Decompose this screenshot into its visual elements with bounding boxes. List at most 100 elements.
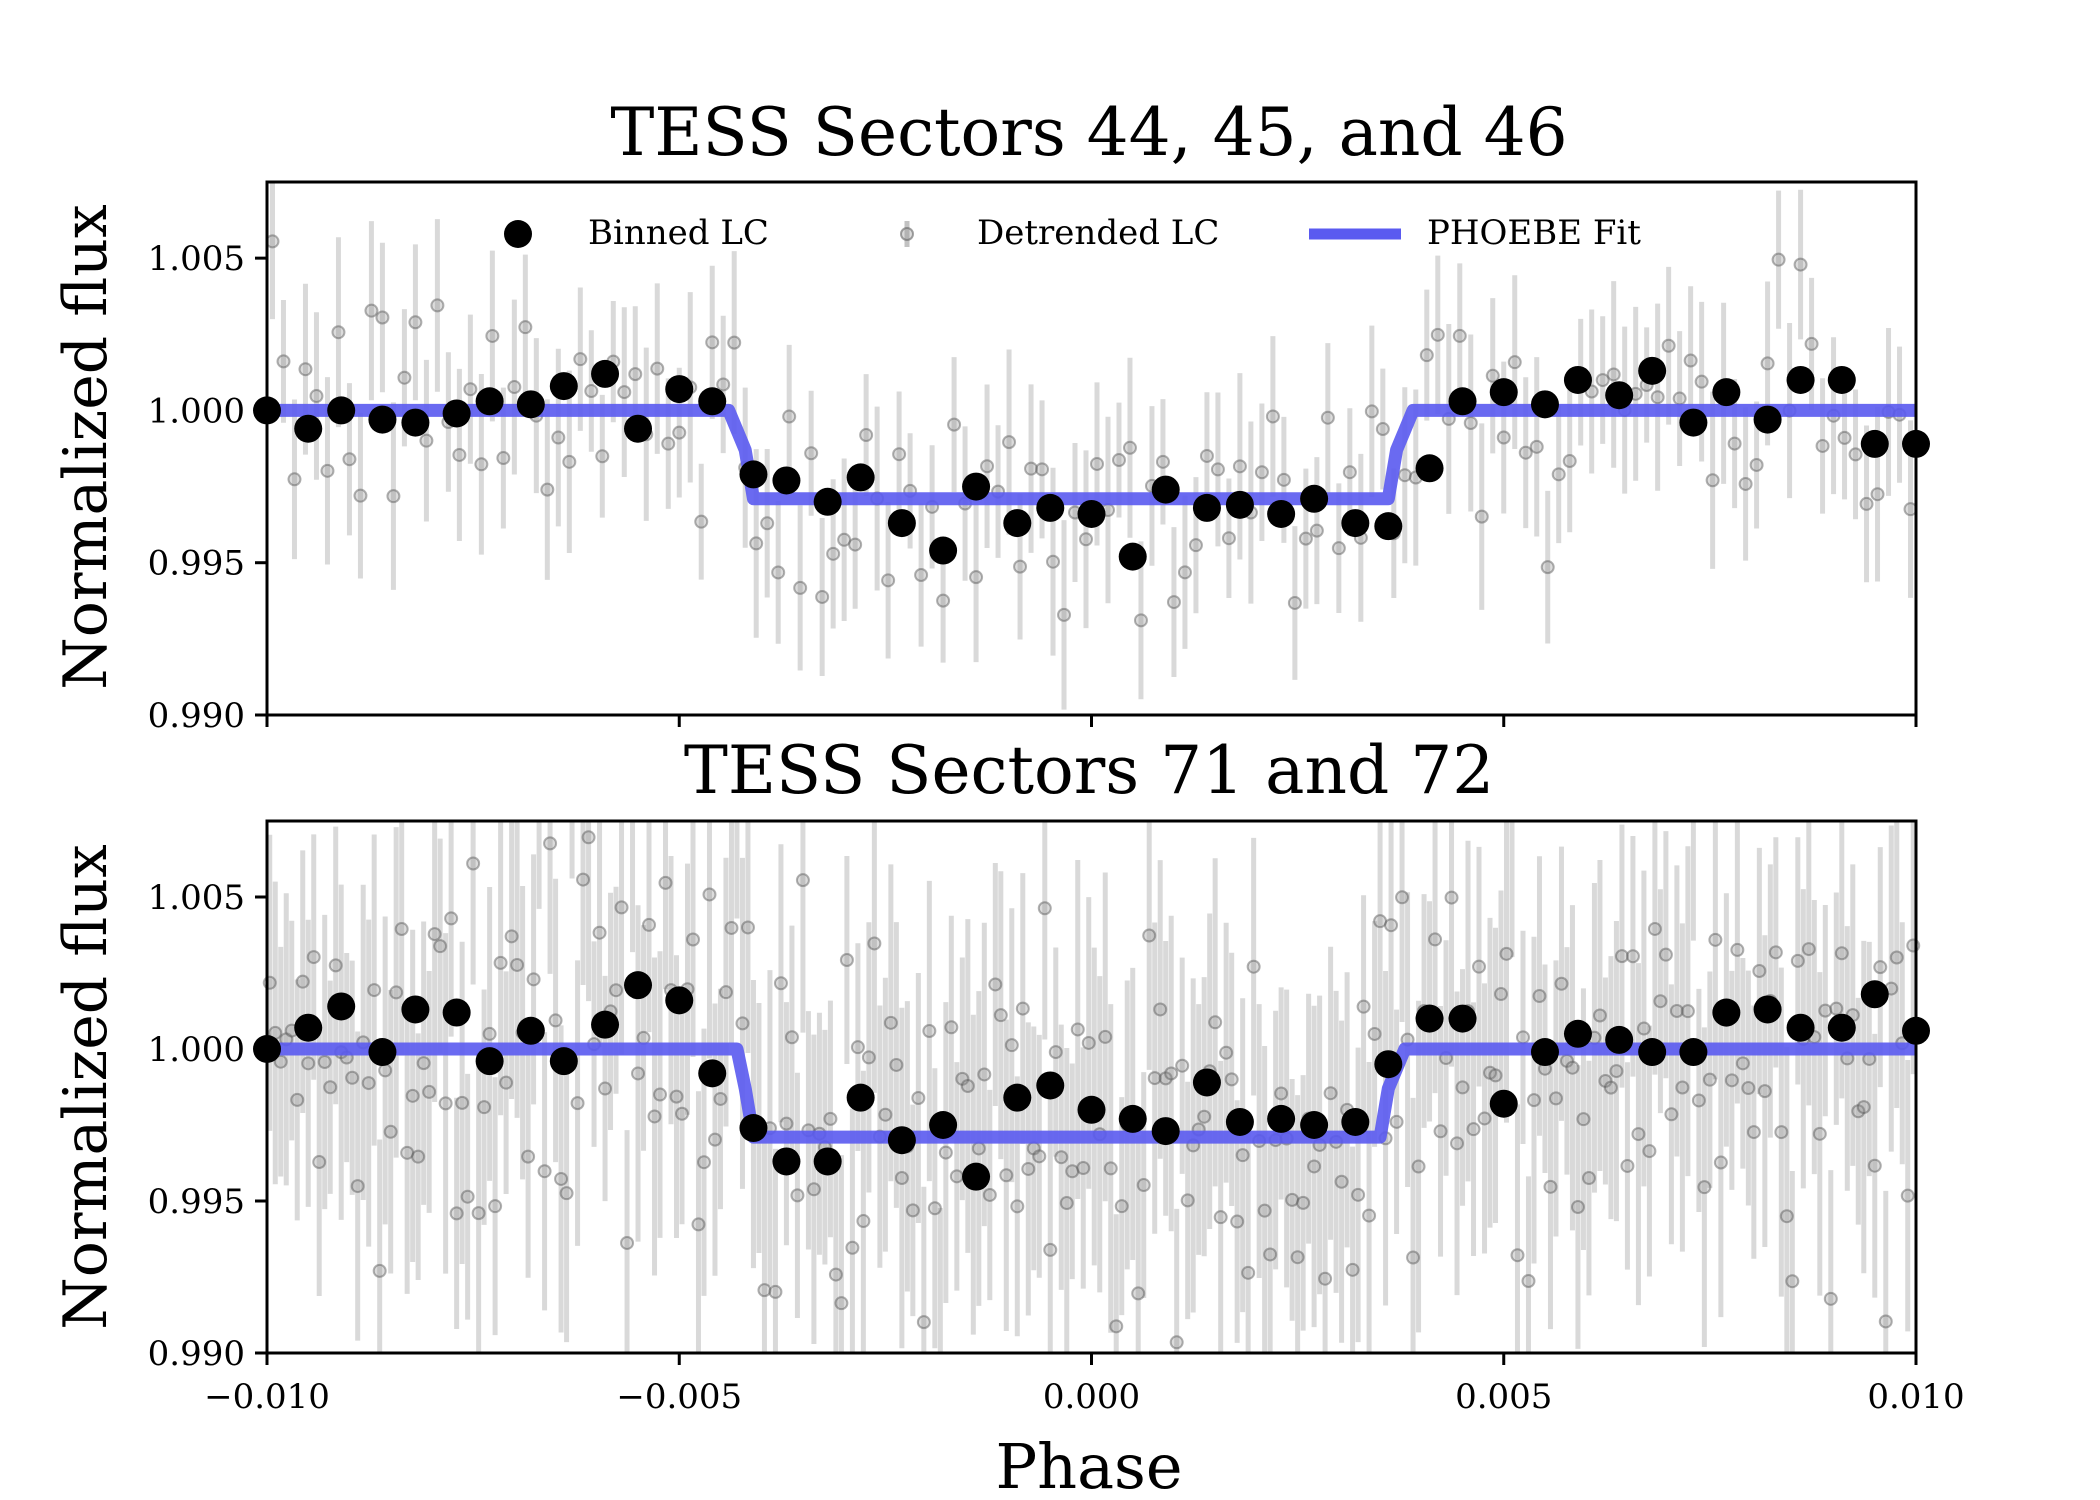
detrended-point	[1680, 1004, 1695, 1019]
detrended-point	[1650, 390, 1665, 405]
detrended-point	[1257, 1203, 1272, 1218]
detrended-point	[1779, 1209, 1794, 1224]
binned-point	[1605, 1025, 1634, 1054]
detrended-point	[463, 382, 478, 397]
detrended-point	[1592, 1008, 1607, 1023]
detrended-point	[749, 536, 764, 551]
detrended-point	[477, 1100, 492, 1115]
detrended-point	[1356, 999, 1371, 1014]
binned-point	[549, 372, 578, 401]
detrended-point	[1043, 1242, 1058, 1257]
binned-point	[549, 1047, 578, 1076]
binned-point	[1786, 1013, 1815, 1042]
detrended-point	[614, 900, 629, 915]
detrended-point	[1213, 1210, 1228, 1225]
detrended-point	[1529, 439, 1544, 454]
detrended-point	[474, 457, 489, 472]
binned-point	[739, 1114, 768, 1143]
bottom-panel-ylabel: Normalized flux	[51, 844, 121, 1330]
detrended-point	[1771, 252, 1786, 267]
detrended-point	[350, 1179, 365, 1194]
detrended-point	[1620, 1158, 1635, 1173]
detrended-point	[1661, 338, 1676, 353]
detrended-point	[1351, 1187, 1366, 1202]
detrended-point	[1004, 1038, 1019, 1053]
detrended-point	[691, 1217, 706, 1232]
binned-point	[1448, 387, 1477, 416]
detrended-point	[496, 451, 511, 466]
detrended-point	[1702, 1072, 1717, 1087]
detrended-point	[1111, 453, 1126, 468]
detrended-point	[696, 1155, 711, 1170]
detrended-point	[1790, 953, 1805, 968]
detrended-point	[1254, 465, 1269, 480]
detrended-point	[1483, 1065, 1498, 1080]
detrended-point	[892, 447, 907, 462]
detrended-point	[1713, 1155, 1728, 1170]
detrended-point	[312, 1155, 327, 1170]
binned-point	[1341, 1107, 1370, 1136]
binned-point	[665, 986, 694, 1015]
detrended-point	[1900, 1188, 1915, 1203]
detrended-point	[779, 1116, 794, 1131]
binned-point	[1374, 1050, 1403, 1079]
detrended-point	[1411, 1159, 1426, 1174]
binned-point	[294, 1013, 323, 1042]
detrended-point	[727, 335, 742, 350]
binned-point	[401, 408, 430, 437]
binned-point	[442, 998, 471, 1027]
detrended-point	[1334, 1174, 1349, 1189]
detrended-point	[1515, 1030, 1530, 1045]
detrended-point	[1724, 1073, 1739, 1088]
detrended-point	[1768, 945, 1783, 960]
detrended-point	[1169, 1335, 1184, 1350]
legend-detrended-label: Detrended LC	[977, 213, 1219, 253]
binned-point	[1151, 1117, 1180, 1146]
legend: Binned LC Detrended LC PHOEBE Fit	[504, 213, 1641, 253]
detrended-point	[1010, 1199, 1025, 1214]
detrended-point	[1221, 531, 1236, 546]
binned-point	[1530, 1038, 1559, 1067]
detrended-point	[999, 1168, 1014, 1183]
detrended-point	[301, 1056, 316, 1071]
detrended-point	[548, 1013, 563, 1028]
binned-point	[1860, 980, 1889, 1009]
detrended-point	[449, 1206, 464, 1221]
detrended-point	[1452, 328, 1467, 343]
detrended-point	[584, 384, 599, 399]
detrended-point	[1048, 1045, 1063, 1060]
detrended-point	[309, 389, 324, 404]
detrended-point	[861, 1050, 876, 1065]
binned-point	[772, 1147, 801, 1176]
detrended-point	[1595, 373, 1610, 388]
binned-point	[846, 463, 875, 492]
detrended-point	[1367, 1026, 1382, 1041]
detrended-point	[295, 974, 310, 989]
binned-point	[475, 387, 504, 416]
detrended-point	[1664, 1107, 1679, 1122]
detrended-point	[1730, 942, 1745, 957]
detrended-point	[1694, 374, 1709, 389]
detrended-point	[1570, 1200, 1585, 1215]
detrended-point	[988, 977, 1003, 992]
binned-point	[665, 375, 694, 404]
x-axis-label: Phase	[995, 1430, 1182, 1500]
y-tick-label: 0.990	[148, 1334, 245, 1374]
binned-point	[1118, 542, 1147, 571]
binned-point	[1712, 378, 1741, 407]
detrended-point	[570, 1096, 585, 1111]
detrended-point	[372, 1263, 387, 1278]
detrended-point	[828, 1267, 843, 1282]
binned-point	[1077, 499, 1106, 528]
legend-phoebe-label: PHOEBE Fit	[1427, 213, 1641, 253]
detrended-point	[1276, 472, 1291, 487]
detrended-point	[1510, 1248, 1525, 1263]
detrended-point	[1070, 1022, 1085, 1037]
detrended-point	[1609, 1064, 1624, 1079]
detrended-point	[982, 1187, 997, 1202]
detrended-point	[378, 1063, 393, 1078]
detrended-point	[936, 593, 951, 608]
detrended-point	[1540, 560, 1555, 575]
detrended-point	[1870, 487, 1885, 502]
detrended-point	[383, 1124, 398, 1139]
